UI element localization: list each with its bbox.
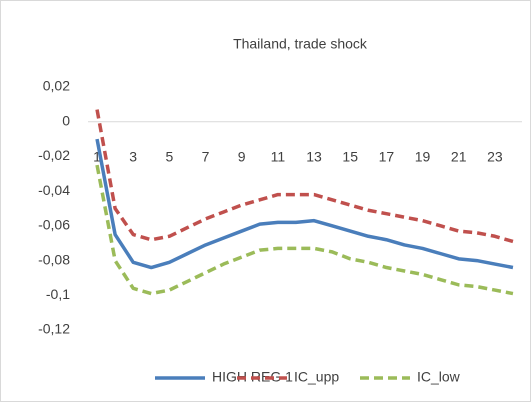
y-tick-label: -0,06 [38,217,70,233]
y-tick-label: -0,04 [38,182,70,198]
series-line [95,164,514,296]
x-tick-label: 3 [129,148,137,164]
y-tick-label: -0,08 [38,251,70,267]
series-line [95,138,514,270]
x-tick-label: 19 [415,148,431,164]
x-tick-label: 7 [202,148,210,164]
x-tick-label: 1 [93,148,101,164]
y-tick-label: 0,02 [43,78,70,94]
x-tick-label: 23 [487,148,503,164]
legend-label: IC_upp [294,369,339,385]
y-tick-label: 0 [62,112,70,128]
chart-title: Thailand, trade shock [233,36,368,52]
x-tick-label: 17 [379,148,395,164]
x-tick-label: 21 [451,148,467,164]
y-tick-label: -0,02 [38,147,70,163]
x-tick-label: 5 [165,148,173,164]
x-tick-label: 9 [238,148,246,164]
x-tick-label: 15 [342,148,358,164]
x-tick-label: 11 [271,148,286,164]
y-tick-label: -0,1 [46,286,70,302]
x-tick-label: 13 [306,148,322,164]
y-tick-label: -0,12 [38,321,70,337]
series-line [95,109,514,244]
legend-label: IC_low [417,369,461,385]
